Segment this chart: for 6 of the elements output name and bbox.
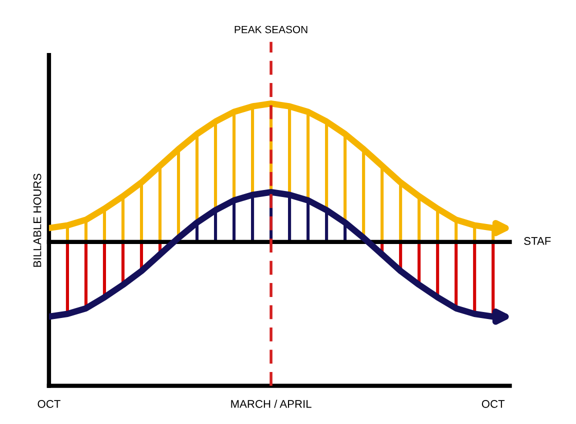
ref-line-label: STAF bbox=[524, 237, 551, 245]
x-tick-label: MARCH / APRIL bbox=[231, 400, 312, 408]
x-tick-label: OCT bbox=[38, 400, 60, 408]
ref-line-label: PEAK SEASON bbox=[234, 26, 308, 34]
y-axis-title: BILLABLE HOURS bbox=[33, 174, 42, 267]
x-tick-label: OCT bbox=[482, 400, 505, 408]
